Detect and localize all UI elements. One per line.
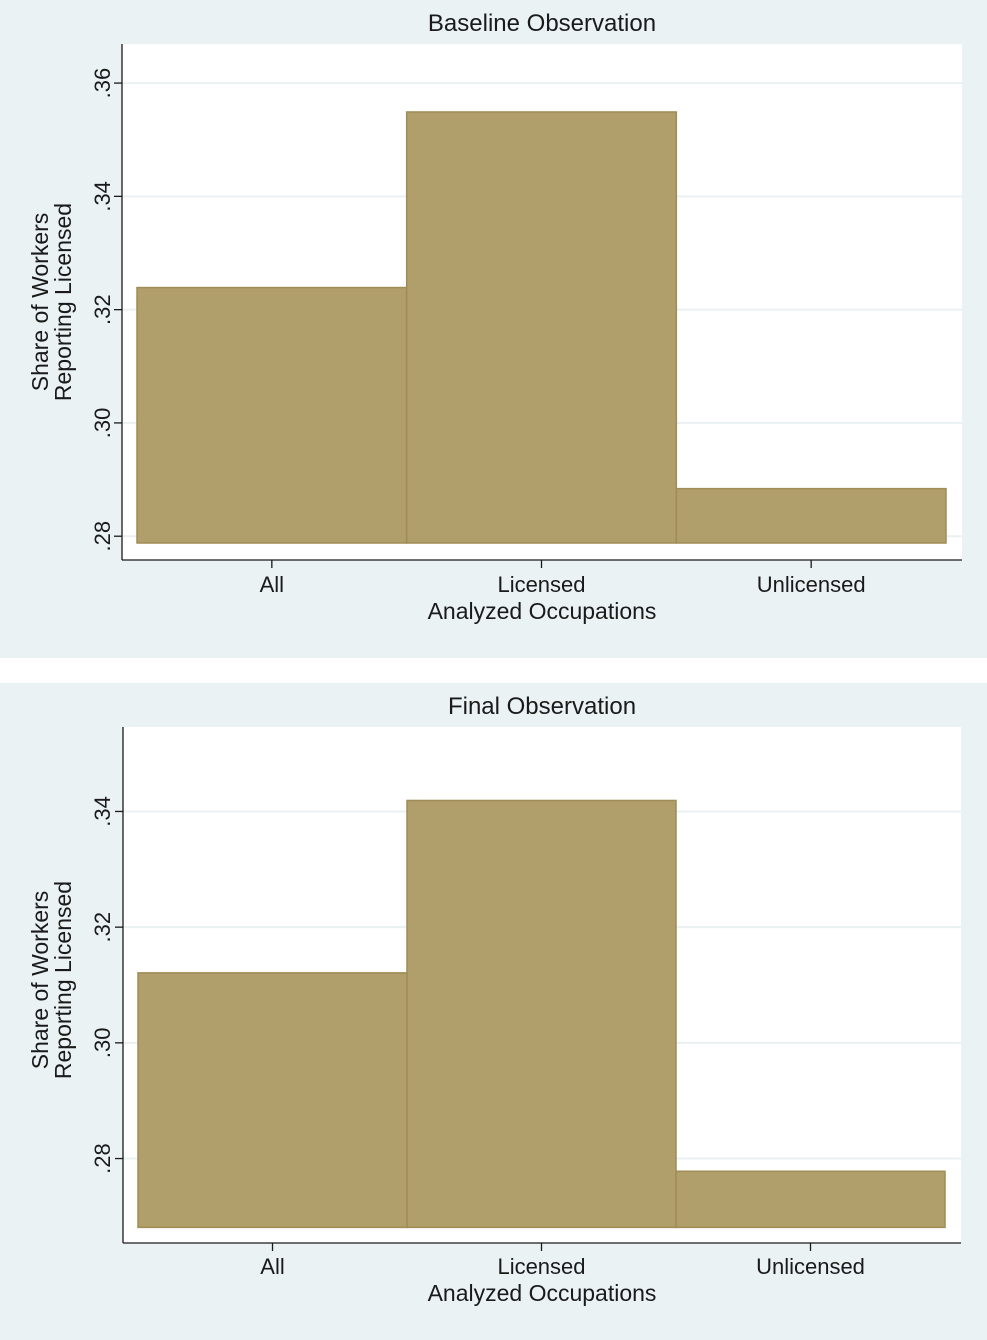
x-tick-label: All bbox=[260, 1254, 284, 1279]
x-tick-label: Licensed bbox=[497, 1254, 585, 1279]
baseline-chart: .28 .30 .32 .34 .36 All Licensed Unlicensed Ba… bbox=[27, 10, 962, 624]
y-tick-label: .32 bbox=[90, 912, 115, 943]
bar-unlicensed bbox=[675, 487, 947, 544]
y-tick-label: .28 bbox=[90, 1143, 115, 1174]
final-chart-panel: .28 .30 .32 .34 All Licensed Unlicensed Final… bbox=[0, 683, 987, 1340]
chart-title: Baseline Observation bbox=[428, 10, 656, 37]
y-tick-label: .32 bbox=[90, 294, 115, 325]
y-tick-label: .30 bbox=[90, 1028, 115, 1059]
x-tick-label: Unlicensed bbox=[756, 1254, 865, 1279]
bar-all bbox=[136, 286, 408, 544]
baseline-chart-panel: .28 .30 .32 .34 .36 All Licensed Unlicensed Ba… bbox=[0, 0, 987, 658]
final-chart: .28 .30 .32 .34 All Licensed Unlicensed Final… bbox=[27, 693, 961, 1306]
chart-title: Final Observation bbox=[448, 693, 636, 720]
x-axis-label: Analyzed Occupations bbox=[428, 1280, 657, 1306]
y-tick-label: .36 bbox=[90, 68, 115, 99]
y-axis-label-line-2: Reporting Licensed bbox=[50, 881, 76, 1079]
bar-licensed bbox=[405, 111, 678, 544]
y-tick-label: .30 bbox=[90, 408, 115, 439]
bar-licensed bbox=[406, 799, 677, 1229]
y-axis-label-line-1: Share of Workers bbox=[27, 891, 53, 1070]
y-tick-label: .34 bbox=[90, 796, 115, 827]
y-axis-label-line-2: Reporting Licensed bbox=[50, 203, 76, 401]
bar-all bbox=[137, 972, 408, 1229]
x-tick-label: All bbox=[260, 572, 284, 597]
bar-unlicensed bbox=[675, 1170, 946, 1229]
y-tick-label: .34 bbox=[90, 181, 115, 212]
x-tick-label: Unlicensed bbox=[757, 572, 866, 597]
y-axis-label-line-1: Share of Workers bbox=[27, 213, 53, 392]
x-tick-label: Licensed bbox=[497, 572, 585, 597]
y-tick-label: .28 bbox=[90, 521, 115, 552]
x-axis-label: Analyzed Occupations bbox=[428, 598, 657, 624]
